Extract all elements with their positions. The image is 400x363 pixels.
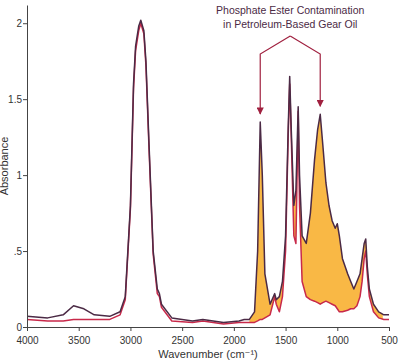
x-tick-mark	[389, 327, 390, 331]
spectrum-line	[27, 23, 389, 324]
x-tick: 1500	[275, 327, 298, 346]
plot-area	[27, 20, 389, 324]
y-tick-mark	[23, 99, 27, 100]
x-tick-mark	[286, 327, 287, 331]
x-tick: 2500	[172, 327, 195, 346]
y-tick-label: 0	[16, 322, 22, 333]
x-tick-label: 1500	[275, 335, 298, 346]
x-tick: 3500	[68, 327, 91, 346]
y-tick-label: 2	[16, 18, 22, 29]
x-tick: 1000	[327, 327, 350, 346]
y-tick: .5	[14, 246, 27, 257]
x-tick-mark	[337, 327, 338, 331]
x-axis-title: Wavenumber (cm⁻¹)	[158, 348, 258, 360]
annotations: Phosphate Ester Contamination in Petroleu…	[216, 4, 364, 114]
annotation-text: Phosphate Ester Contamination	[216, 4, 364, 16]
x-tick-label: 3000	[120, 335, 143, 346]
x-tick-mark	[182, 327, 183, 331]
y-tick-mark	[23, 23, 27, 24]
x-tick: 3000	[120, 327, 143, 346]
x-tick: 2000	[223, 327, 246, 346]
y-axis: 0 .5 1 1.5 2	[8, 6, 27, 333]
x-axis-line	[28, 327, 390, 328]
annotation-arrow	[260, 36, 290, 114]
y-tick-label: .5	[14, 246, 23, 257]
chart: 4000 3500 3000 2500 2000 1500 1000 500 0 .5 1 1.5 2 W…	[0, 0, 400, 363]
shaded-region	[249, 20, 382, 324]
y-tick-label: 1	[16, 170, 22, 181]
x-tick-label: 1000	[327, 335, 350, 346]
y-axis-title: Absorbance	[0, 137, 10, 196]
x-tick-label: 3500	[68, 335, 91, 346]
y-tick: 0	[16, 322, 27, 333]
x-tick-label: 2000	[223, 335, 246, 346]
x-tick-label: 500	[381, 335, 398, 346]
y-tick-label: 1.5	[8, 94, 22, 105]
y-tick-mark	[23, 327, 27, 328]
fill-between	[249, 20, 382, 324]
x-tick-mark	[130, 327, 131, 331]
y-tick-mark	[23, 251, 27, 252]
x-tick-mark	[79, 327, 80, 331]
y-tick: 2	[16, 18, 27, 29]
spectrum-line	[27, 20, 389, 322]
x-tick-label: 2500	[172, 335, 195, 346]
x-tick-mark	[234, 327, 235, 331]
x-axis: 4000 3500 3000 2500 2000 1500 1000 500	[16, 327, 398, 346]
annotation-text: in Petroleum-Based Gear Oil	[223, 18, 357, 30]
y-axis-line	[27, 6, 28, 328]
x-tick-label: 4000	[16, 335, 39, 346]
annotation-arrow	[290, 36, 320, 106]
y-tick-mark	[23, 175, 27, 176]
x-tick-mark	[27, 327, 28, 331]
y-tick: 1.5	[8, 94, 27, 105]
x-tick: 500	[381, 327, 398, 346]
y-tick: 1	[16, 170, 27, 181]
